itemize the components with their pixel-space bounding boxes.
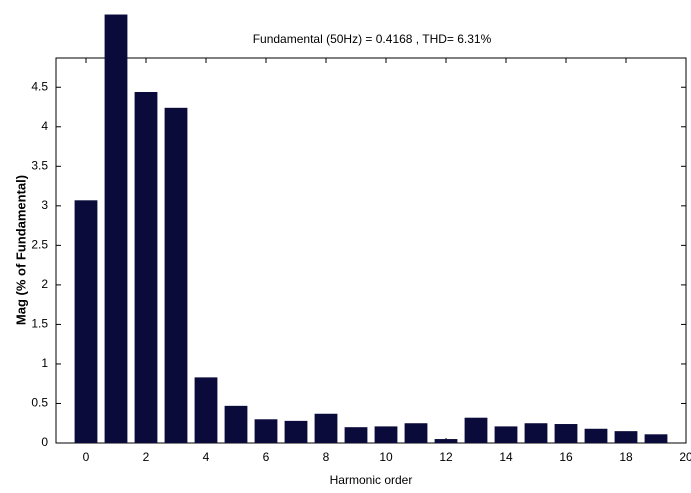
- bar: [434, 439, 458, 443]
- y-tick-label: 2.5: [31, 238, 48, 252]
- x-tick-label: 8: [323, 450, 330, 464]
- x-tick-label: 10: [379, 450, 393, 464]
- bar: [104, 14, 128, 444]
- y-tick-label: 0: [41, 435, 48, 449]
- bar: [644, 434, 668, 443]
- x-tick-label: 4: [203, 450, 210, 464]
- bar: [164, 107, 188, 443]
- bar: [74, 200, 98, 443]
- bar: [494, 426, 518, 443]
- y-tick-label: 0.5: [31, 396, 48, 410]
- y-tick-label: 4.5: [31, 79, 48, 93]
- plot-frame: [55, 57, 687, 444]
- bar: [134, 91, 158, 444]
- y-tick-label: 3: [41, 198, 48, 212]
- x-tick-label: 20: [679, 450, 691, 464]
- bar: [554, 424, 578, 443]
- x-tick-label: 0: [83, 450, 90, 464]
- bar: [314, 413, 338, 443]
- x-tick-label: 14: [499, 450, 513, 464]
- bar: [524, 423, 548, 443]
- y-tick-label: 2: [41, 277, 48, 291]
- bar: [374, 426, 398, 443]
- bar: [224, 405, 248, 443]
- y-tick-label: 3.5: [31, 158, 48, 172]
- bar: [284, 420, 308, 443]
- x-tick-label: 6: [263, 450, 270, 464]
- y-tick-label: 1.5: [31, 317, 48, 331]
- chart-title: Fundamental (50Hz) = 0.4168 , THD= 6.31%: [253, 32, 492, 46]
- bar: [584, 428, 608, 443]
- bar: [404, 423, 428, 443]
- x-axis-label: Harmonic order: [330, 473, 413, 487]
- y-axis-label: Mag (% of Fundamental): [13, 175, 28, 325]
- y-tick-label: 4: [41, 119, 48, 133]
- bar: [254, 419, 278, 443]
- bar: [614, 431, 638, 443]
- bar: [344, 427, 368, 443]
- y-tick-label: 1: [41, 356, 48, 370]
- x-tick-label: 2: [143, 450, 150, 464]
- x-tick-label: 12: [439, 450, 453, 464]
- bar: [464, 417, 488, 443]
- x-tick-label: 16: [559, 450, 573, 464]
- bar: [194, 377, 218, 443]
- x-tick-label: 18: [619, 450, 633, 464]
